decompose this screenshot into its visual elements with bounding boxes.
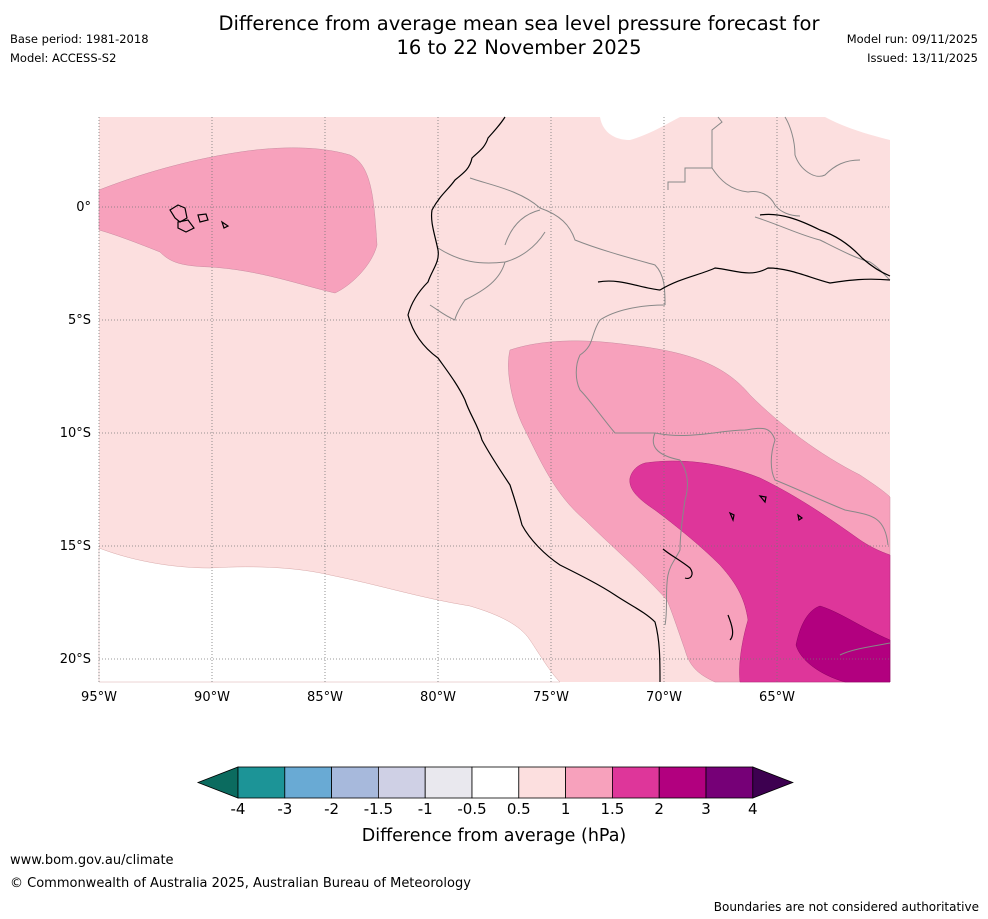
map-title: Difference from average mean sea level p… xyxy=(0,12,988,60)
colorbar-swatch xyxy=(424,766,473,799)
graticule xyxy=(98,117,890,682)
colorbar xyxy=(196,766,794,799)
colorbar-swatch xyxy=(565,766,613,799)
colorbar-extend-high xyxy=(752,766,794,799)
copyright-notice: © Commonwealth of Australia 2025, Austra… xyxy=(10,876,471,891)
colorbar-label: Difference from average (hPa) xyxy=(361,826,627,846)
model-name: Model: ACCESS-S2 xyxy=(10,51,117,65)
colorbar-swatch xyxy=(377,766,426,799)
lat-label: 0° xyxy=(76,200,91,215)
title-line-2: 16 to 22 November 2025 xyxy=(396,36,642,59)
lon-label: 95°W xyxy=(81,690,117,705)
title-line-1: Difference from average mean sea level p… xyxy=(218,12,820,35)
model-run: Model run: 09/11/2025 xyxy=(846,32,978,46)
colorbar-tick-label: 4 xyxy=(748,800,758,818)
longitude-labels: 95°W 90°W 85°W 80°W 75°W 70°W 65°W xyxy=(81,690,795,705)
colorbar-swatch xyxy=(518,766,566,799)
lon-label: 90°W xyxy=(194,690,230,705)
lon-label: 70°W xyxy=(646,690,682,705)
colorbar-tick-label: 1 xyxy=(560,800,571,818)
colorbar-tick-label: -1 xyxy=(417,800,433,818)
lon-label: 80°W xyxy=(420,690,456,705)
colorbar-tick-label: 1.5 xyxy=(600,800,625,818)
website-link[interactable]: www.bom.gov.au/climate xyxy=(10,853,174,868)
lat-label: 10°S xyxy=(60,426,91,441)
colorbar-tick-label: 2 xyxy=(654,800,664,818)
colorbar-tick-label: -2 xyxy=(324,800,340,818)
band-neutral-north xyxy=(600,117,680,140)
colorbar-swatch xyxy=(237,766,286,799)
colorbar-tick-label: -0.5 xyxy=(457,800,487,818)
map-area xyxy=(98,116,891,683)
lat-label: 20°S xyxy=(60,652,91,667)
colorbar-tick-label: 3 xyxy=(701,800,711,818)
coastlines xyxy=(169,116,891,683)
colorbar-extend-low xyxy=(196,766,239,799)
colorbar-tick-label: -1.5 xyxy=(363,800,394,818)
country-borders xyxy=(429,116,891,656)
latitude-labels: 0° 5°S 10°S 15°S 20°S xyxy=(60,200,91,667)
band-neutral-northeast xyxy=(825,117,890,140)
colorbar-swatch xyxy=(658,766,707,799)
colorbar-tick-label: 0.5 xyxy=(506,800,531,818)
lat-label: 5°S xyxy=(68,313,91,328)
lat-label: 15°S xyxy=(60,539,91,554)
colorbar-swatch xyxy=(331,766,379,799)
lon-label: 65°W xyxy=(759,690,795,705)
colorbar-swatch xyxy=(284,766,332,799)
colorbar-tick-label: -3 xyxy=(277,800,293,818)
lon-label: 85°W xyxy=(307,690,343,705)
colorbar-swatch xyxy=(612,766,660,799)
colorbar-swatch xyxy=(705,766,754,799)
colorbar-swatch xyxy=(471,766,520,799)
boundary-disclaimer: Boundaries are not considered authoritat… xyxy=(713,900,979,914)
lon-label: 75°W xyxy=(533,690,569,705)
band-1-1p5-galapagos xyxy=(98,147,378,294)
band-2-3 xyxy=(795,605,891,683)
base-period: Base period: 1981-2018 xyxy=(10,32,149,46)
issued-date: Issued: 13/11/2025 xyxy=(867,51,978,65)
band-neutral-southwest xyxy=(98,547,561,683)
colorbar-tick-label: -4 xyxy=(230,800,246,818)
